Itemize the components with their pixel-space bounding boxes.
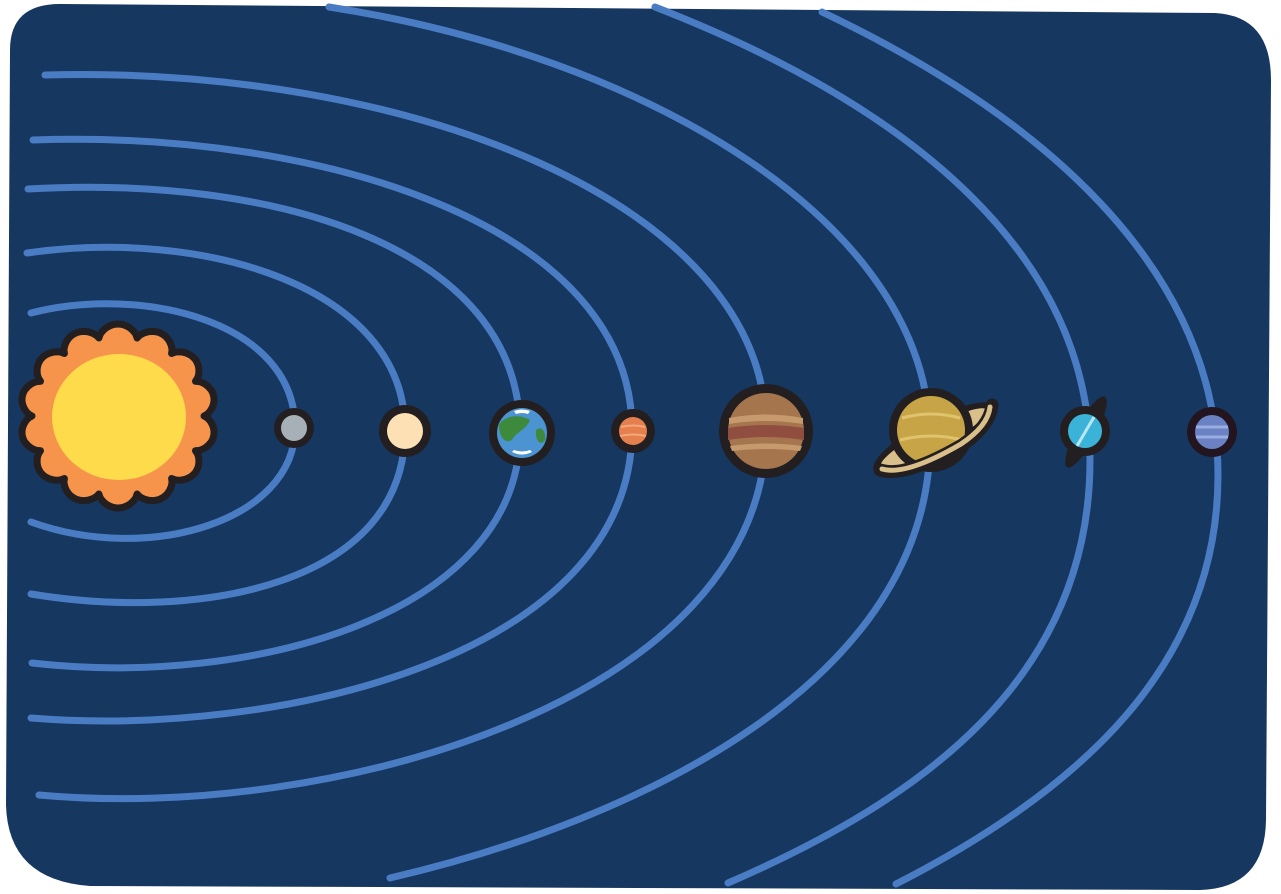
jupiter-icon — [719, 384, 813, 478]
uranus-icon — [1060, 396, 1110, 468]
venus-icon — [379, 405, 431, 457]
mercury-surface — [281, 415, 307, 441]
jupiter-band — [730, 443, 802, 451]
mars-surface — [619, 417, 647, 445]
neptune-surface — [1195, 415, 1229, 449]
mercury-icon — [274, 408, 314, 448]
mars-band — [619, 424, 647, 437]
saturn-band — [899, 412, 963, 442]
earth-polar-cap — [514, 409, 530, 414]
neptune-band — [1196, 425, 1228, 439]
jupiter-band — [728, 425, 804, 440]
earth-continent — [535, 428, 546, 443]
sun-icon — [18, 320, 218, 512]
orbit-uranus — [651, 3, 1094, 887]
mars-icon — [611, 409, 655, 453]
earth-icon — [489, 400, 555, 466]
jupiter-band — [729, 414, 803, 424]
earth-continent — [499, 416, 530, 442]
venus-surface — [387, 413, 423, 449]
saturn-ring-front-fill — [879, 404, 993, 473]
neptune-icon — [1187, 407, 1237, 457]
sun-core — [52, 354, 186, 480]
orbit-neptune — [818, 8, 1222, 888]
uranus-band — [1075, 416, 1096, 447]
earth-polar-cap — [512, 450, 532, 455]
saturn-icon — [873, 388, 999, 479]
